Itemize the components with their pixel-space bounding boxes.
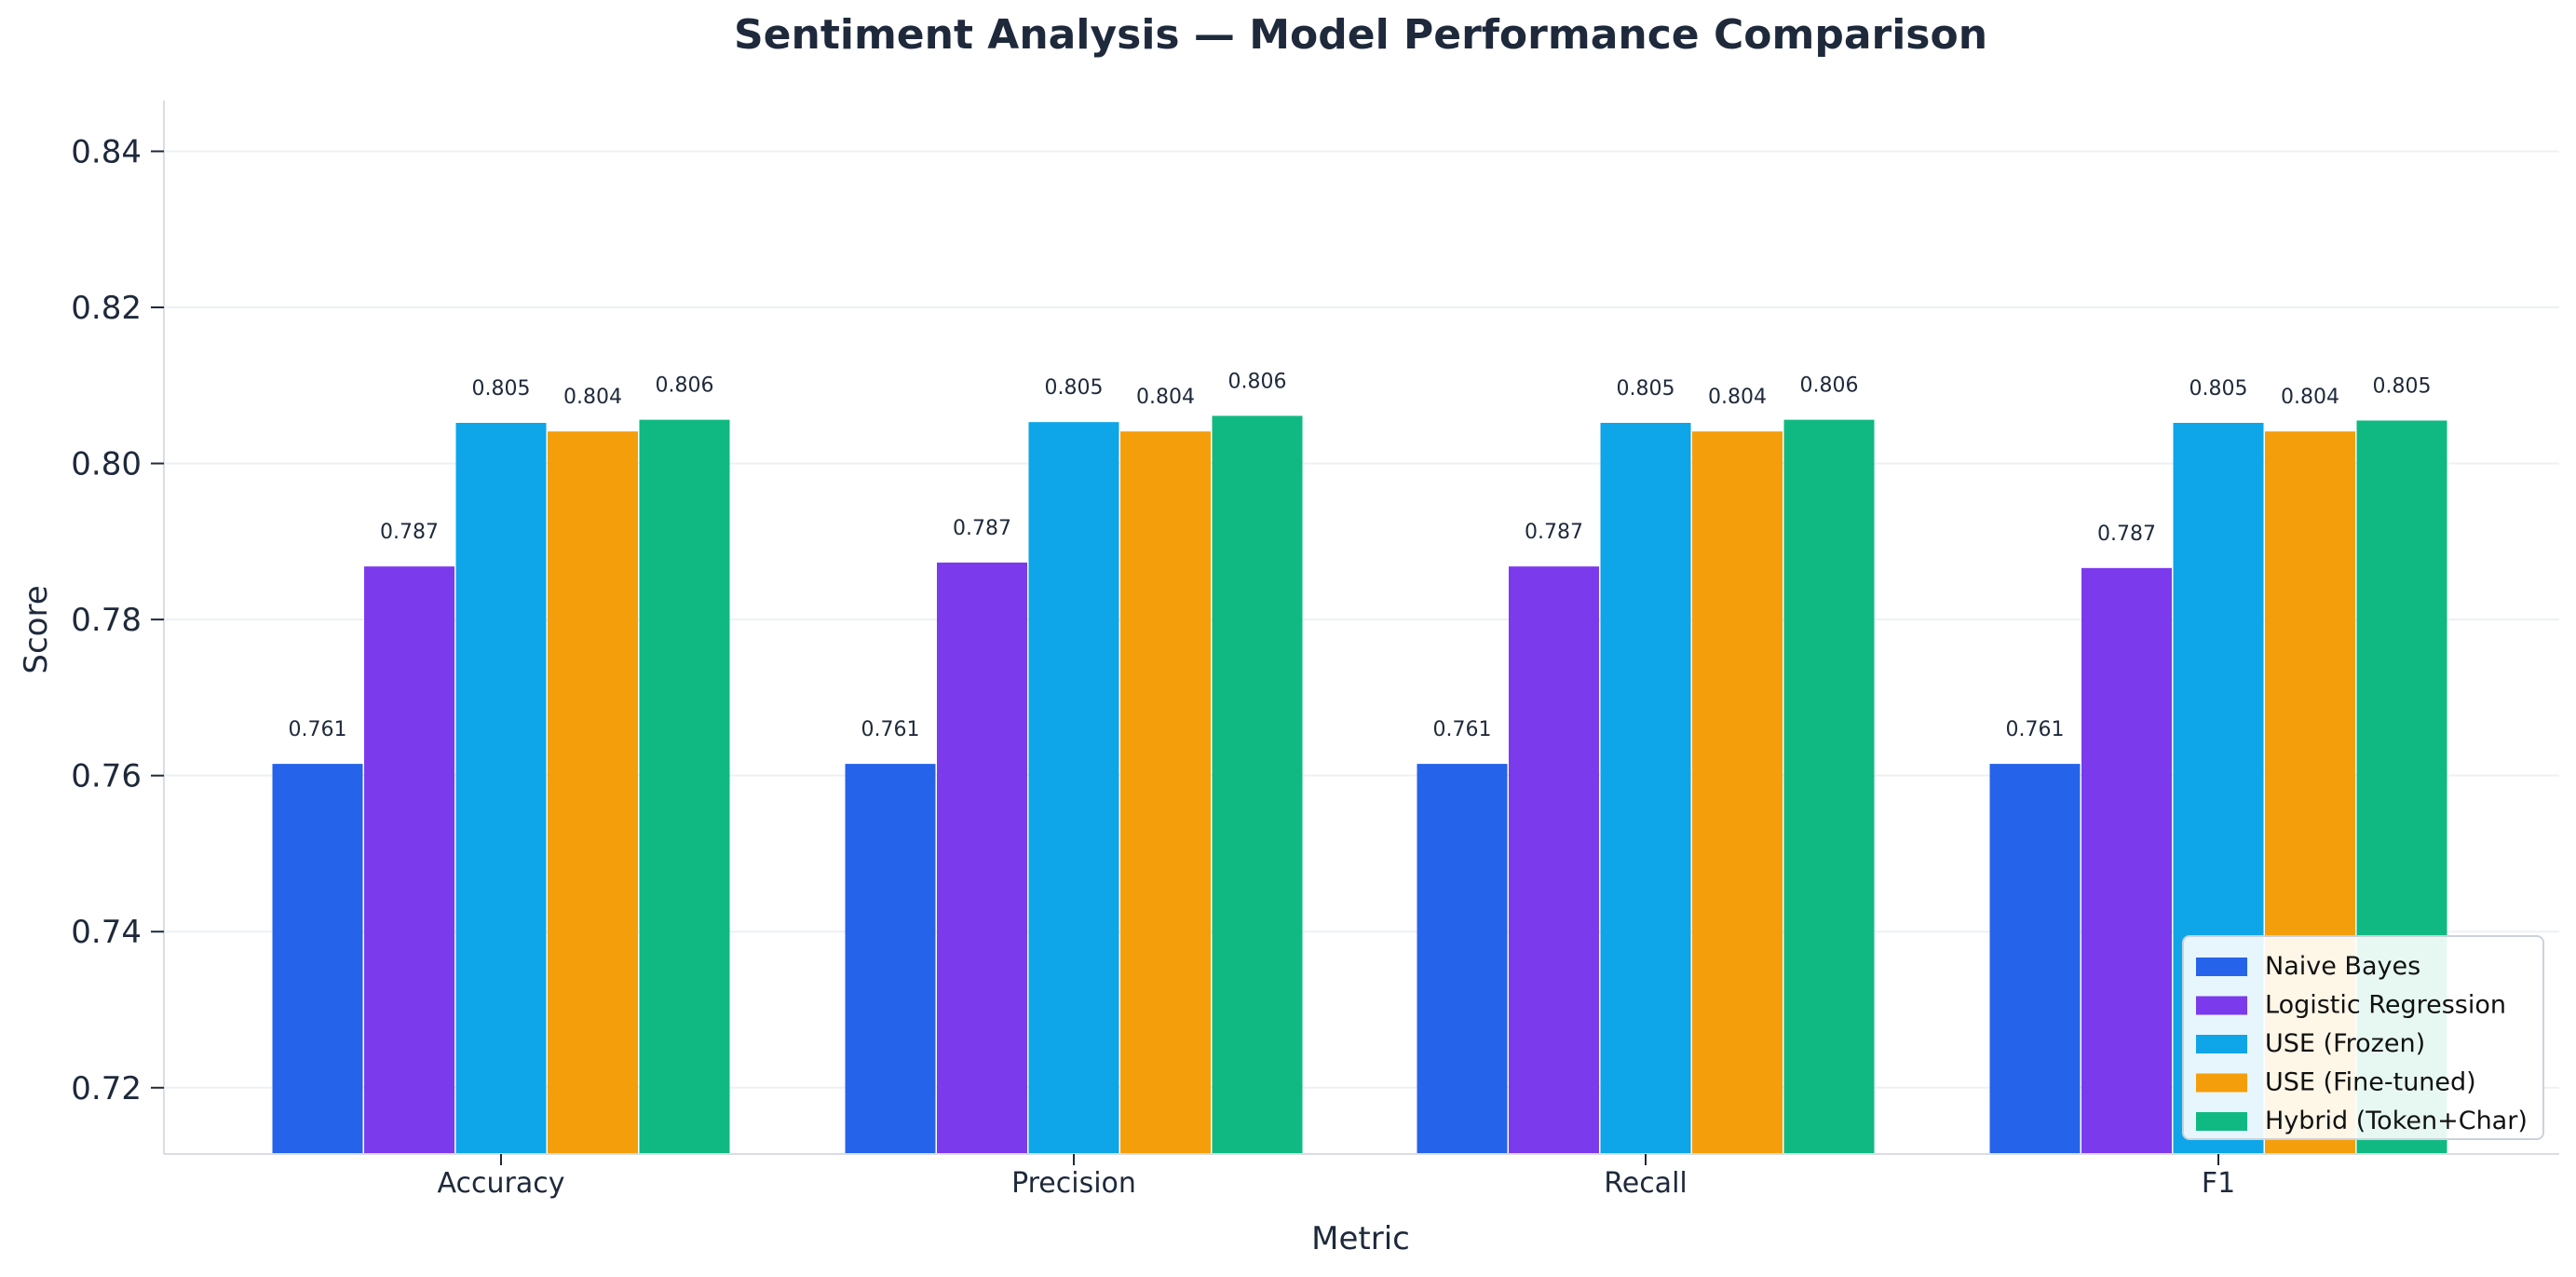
bar xyxy=(1692,431,1783,1154)
data-label: 0.761 xyxy=(861,718,920,741)
data-labels: 0.761 0.787 0.805 0.804 0.806 0.761 0.787 0.805… xyxy=(289,370,2432,741)
data-label: 0.806 xyxy=(1228,370,1287,393)
x-ticks: Accuracy Precision Recall F1 xyxy=(438,1154,2235,1200)
bar xyxy=(548,431,638,1154)
x-tick-label: F1 xyxy=(2202,1167,2235,1200)
data-label: 0.761 xyxy=(2006,718,2065,741)
legend-box xyxy=(2182,935,2544,1140)
data-label: 0.805 xyxy=(472,377,531,401)
data-label: 0.804 xyxy=(2281,386,2339,409)
legend-entry: USE (Frozen) xyxy=(2265,1029,2425,1058)
bar xyxy=(1417,764,1508,1154)
y-tick-label: 0.78 xyxy=(71,602,142,639)
legend-swatch xyxy=(2196,1112,2247,1131)
y-tick-label: 0.76 xyxy=(71,758,142,795)
bar xyxy=(639,419,730,1154)
data-label: 0.787 xyxy=(1525,521,1583,544)
y-tick-label: 0.80 xyxy=(71,446,142,483)
data-label: 0.805 xyxy=(2190,377,2248,401)
x-axis-label: Metric xyxy=(1311,1220,1410,1257)
legend-swatch xyxy=(2196,1073,2247,1093)
data-label: 0.787 xyxy=(2097,523,2156,546)
bar xyxy=(937,562,1027,1154)
data-label: 0.805 xyxy=(2373,374,2432,398)
bars xyxy=(272,415,2447,1155)
legend-entry: Naive Bayes xyxy=(2265,952,2420,981)
y-tick-label: 0.84 xyxy=(71,133,142,170)
y-tick-label: 0.82 xyxy=(71,290,142,327)
data-label: 0.804 xyxy=(563,386,622,409)
chart-title: Sentiment Analysis — Model Performance C… xyxy=(734,11,1987,59)
bar xyxy=(1028,422,1119,1155)
data-label: 0.787 xyxy=(380,521,439,544)
data-label: 0.804 xyxy=(1136,386,1195,409)
data-label: 0.805 xyxy=(1617,377,1675,401)
y-ticks: 0.72 0.74 0.76 0.78 0.80 0.82 0.84 xyxy=(71,133,164,1107)
y-tick-label: 0.74 xyxy=(71,914,142,951)
bar xyxy=(1212,415,1303,1154)
data-label: 0.804 xyxy=(1708,386,1767,409)
bar xyxy=(455,423,547,1155)
data-label: 0.761 xyxy=(289,718,347,741)
bar xyxy=(272,764,363,1154)
data-label: 0.761 xyxy=(1433,718,1492,741)
data-label: 0.806 xyxy=(1800,374,1859,398)
y-tick-label: 0.72 xyxy=(71,1070,142,1107)
bar xyxy=(1989,764,2081,1154)
data-label: 0.806 xyxy=(656,374,714,398)
y-axis-label: Score xyxy=(18,585,55,673)
legend-swatch xyxy=(2196,1035,2247,1053)
data-label: 0.805 xyxy=(1045,376,1104,400)
legend-entry: Hybrid (Token+Char) xyxy=(2265,1107,2528,1135)
bar xyxy=(1783,419,1875,1154)
legend: Naive Bayes Logistic Regression USE (Froze… xyxy=(2182,935,2544,1140)
legend-entry: USE (Fine-tuned) xyxy=(2265,1068,2476,1097)
bar xyxy=(1600,423,1691,1155)
x-tick-label: Precision xyxy=(1011,1167,1136,1200)
bar xyxy=(1509,566,1599,1154)
x-tick-label: Accuracy xyxy=(438,1167,565,1200)
legend-entry: Logistic Regression xyxy=(2265,991,2506,1020)
bar xyxy=(845,764,936,1154)
bar xyxy=(364,566,454,1154)
data-label: 0.787 xyxy=(953,517,1011,540)
legend-swatch xyxy=(2196,996,2247,1015)
bar xyxy=(2081,567,2172,1154)
legend-swatch xyxy=(2196,958,2247,976)
x-tick-label: Recall xyxy=(1604,1167,1688,1200)
bar xyxy=(1120,431,1211,1154)
